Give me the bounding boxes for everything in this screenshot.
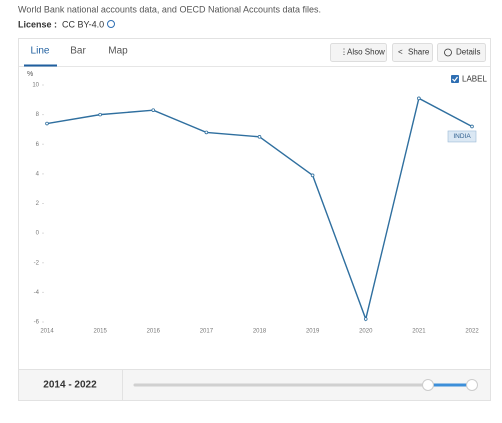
series-label: INDIA xyxy=(453,133,471,140)
license-label: License : xyxy=(18,19,57,29)
x-tick-label: 2022 xyxy=(465,329,479,335)
checkbox-tick xyxy=(452,76,458,82)
y-tick-label: -6 xyxy=(34,320,40,326)
data-point xyxy=(310,173,315,178)
data-point xyxy=(151,108,156,112)
info-icon[interactable] xyxy=(107,20,115,28)
details-button[interactable] xyxy=(437,43,486,62)
y-tick-label: 2 xyxy=(36,201,40,207)
share-icon: < xyxy=(398,48,403,57)
source-note: World Bank national accounts data, and O… xyxy=(18,4,321,14)
slider-handle-start[interactable] xyxy=(422,379,434,391)
license-value: CC BY-4.0 xyxy=(62,19,104,29)
y-axis-label: % xyxy=(27,71,33,78)
x-tick-label: 2016 xyxy=(147,329,161,335)
data-point xyxy=(470,124,474,129)
share-button[interactable] xyxy=(392,43,433,62)
data-point xyxy=(98,112,102,117)
y-tick-label: 4 xyxy=(36,171,40,177)
y-tick-label: 10 xyxy=(32,83,39,89)
y-tick-label: -4 xyxy=(34,290,40,296)
plot: -6 -4 -2 0 2 4 6 8 10 2014 2015 2016 2017 2018 2019 202… xyxy=(32,83,479,335)
also-show-text: Also Show xyxy=(347,48,385,57)
tab-map[interactable]: Map xyxy=(108,46,128,57)
details-icon xyxy=(444,48,452,57)
x-tick-label: 2019 xyxy=(306,329,320,335)
y-tick-label: 0 xyxy=(36,231,40,237)
range-label: 2014 - 2022 xyxy=(43,380,97,391)
data-point xyxy=(204,130,209,135)
x-tick-label: 2015 xyxy=(93,329,107,335)
x-tick-label: 2018 xyxy=(253,329,267,335)
data-point xyxy=(45,121,49,126)
tab-bar[interactable]: Bar xyxy=(70,46,86,57)
tab-line[interactable]: Line xyxy=(31,46,50,57)
x-tick-label: 2017 xyxy=(200,329,214,335)
label-toggle-text: LABEL xyxy=(462,75,487,84)
chart-card xyxy=(18,38,491,401)
share-text: Share xyxy=(408,48,430,57)
also-show-icon: ⋮ xyxy=(340,48,348,57)
slider-handle-end[interactable] xyxy=(466,379,478,391)
data-point xyxy=(417,96,421,101)
also-show-button[interactable] xyxy=(330,43,387,62)
y-tick-label: 8 xyxy=(36,112,40,118)
data-point xyxy=(363,317,368,321)
data-point xyxy=(257,135,262,139)
x-tick-label: 2020 xyxy=(359,329,373,335)
x-tick-label: 2014 xyxy=(40,329,54,335)
details-text: Details xyxy=(456,48,480,57)
y-tick-label: -2 xyxy=(34,260,40,266)
x-tick-label: 2021 xyxy=(412,329,426,335)
y-tick-label: 6 xyxy=(36,142,40,148)
series-label-box xyxy=(447,130,477,143)
label-checkbox[interactable] xyxy=(451,75,459,83)
